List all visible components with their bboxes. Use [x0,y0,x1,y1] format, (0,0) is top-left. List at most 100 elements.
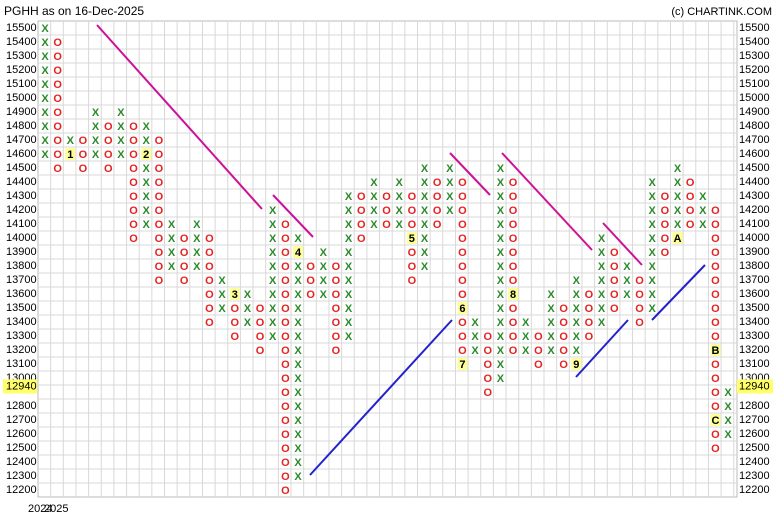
x-box: X [294,233,302,245]
o-box: O [610,247,619,259]
y-tick-label-right: 12600 [739,428,770,440]
x-box: X [446,163,454,175]
o-box: O [129,205,138,217]
month-label: 4 [295,247,302,259]
o-box: O [155,247,164,259]
o-box: O [661,191,670,203]
o-box: O [509,275,518,287]
x-box: X [345,247,353,259]
o-box: O [281,345,290,357]
x-box: X [244,317,252,329]
y-tick-label: 14500 [6,162,37,174]
x-box: X [446,177,454,189]
o-box: O [129,149,138,161]
x-box: X [674,177,682,189]
x-box: X [396,205,404,217]
o-box: O [585,331,594,343]
o-box: O [509,177,518,189]
x-box: X [623,275,631,287]
x-box: X [598,289,606,301]
x-box: X [522,317,530,329]
month-box [457,358,468,370]
y-tick-label: 14300 [6,190,37,202]
x-box: X [649,233,657,245]
o-box: O [408,275,417,287]
x-box: X [649,289,657,301]
o-box: O [281,233,290,245]
y-tick-label-right: 15100 [739,78,770,90]
o-box: O [711,205,720,217]
y-tick-label-right: 12800 [739,400,770,412]
x-box: X [41,51,49,63]
x-box: X [724,401,732,413]
x-box: X [269,233,277,245]
o-box: O [711,219,720,231]
o-box: O [281,261,290,273]
x-box: X [294,261,302,273]
month-label: 6 [459,303,465,315]
o-box: O [129,177,138,189]
y-tick-label-right: 14000 [739,232,770,244]
y-tick-label-right: 13700 [739,274,770,286]
grid [38,21,737,497]
o-box: O [408,247,417,259]
column: OOO [306,261,315,301]
resistance-line [501,152,593,251]
x-box: X [294,345,302,357]
o-box: O [129,219,138,231]
o-box: O [559,331,568,343]
y-tick-label-right: 14600 [739,148,770,160]
y-tick-label: 12700 [6,414,37,426]
o-box: O [458,191,467,203]
o-box: O [458,261,467,273]
o-box: O [281,457,290,469]
o-box: O [610,275,619,287]
o-box: O [306,289,315,301]
o-box: O [711,331,720,343]
o-box: O [559,317,568,329]
x-label: 2024 [28,503,52,515]
x-box: X [598,275,606,287]
month-label: 2 [143,149,149,161]
month-label: B [711,345,719,357]
y-tick-label: 14200 [6,204,37,216]
x-box: X [320,289,328,301]
x-box: X [649,261,657,273]
x-box: X [218,289,226,301]
y-tick-label: 12500 [6,442,37,454]
x-box: X [471,317,479,329]
y-tick-label: 15000 [6,92,37,104]
chart-title: PGHH as on 16-Dec-2025 [4,4,144,18]
x-box: X [168,233,176,245]
o-box: O [559,345,568,357]
y-tick-label-right: 14100 [739,218,770,230]
x-box: X [674,163,682,175]
o-box: O [155,219,164,231]
o-box: O [155,191,164,203]
o-box: O [559,359,568,371]
o-box: O [281,331,290,343]
x-box: X [294,303,302,315]
last-price-label: 12940 [6,380,37,392]
x-box: X [41,107,49,119]
o-box: O [281,401,290,413]
x-box: X [294,373,302,385]
o-box: O [458,345,467,357]
o-box: O [332,331,341,343]
x-box: X [421,233,429,245]
month-box [293,246,303,258]
y-tick-label-right: 13200 [739,344,770,356]
o-box: O [281,303,290,315]
x-box: X [345,233,353,245]
